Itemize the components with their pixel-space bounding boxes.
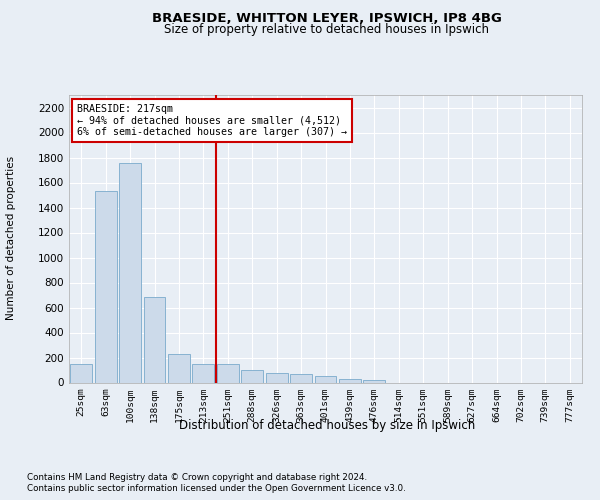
Text: Contains HM Land Registry data © Crown copyright and database right 2024.: Contains HM Land Registry data © Crown c… [27,472,367,482]
Text: BRAESIDE: 217sqm
← 94% of detached houses are smaller (4,512)
6% of semi-detache: BRAESIDE: 217sqm ← 94% of detached house… [77,104,347,137]
Text: Number of detached properties: Number of detached properties [6,156,16,320]
Bar [193,364,214,382]
Bar [241,370,263,382]
Text: Contains public sector information licensed under the Open Government Licence v3: Contains public sector information licen… [27,484,406,493]
Bar [168,354,190,382]
Bar [266,373,287,382]
Bar [339,378,361,382]
Bar [217,364,239,382]
Text: Size of property relative to detached houses in Ipswich: Size of property relative to detached ho… [164,22,490,36]
Bar [364,380,385,382]
Bar [119,163,141,382]
Bar [290,374,312,382]
Bar [70,364,92,382]
Text: Distribution of detached houses by size in Ipswich: Distribution of detached houses by size … [179,420,475,432]
Bar [95,190,116,382]
Text: BRAESIDE, WHITTON LEYER, IPSWICH, IP8 4BG: BRAESIDE, WHITTON LEYER, IPSWICH, IP8 4B… [152,12,502,26]
Bar [314,376,337,382]
Bar [143,297,166,382]
